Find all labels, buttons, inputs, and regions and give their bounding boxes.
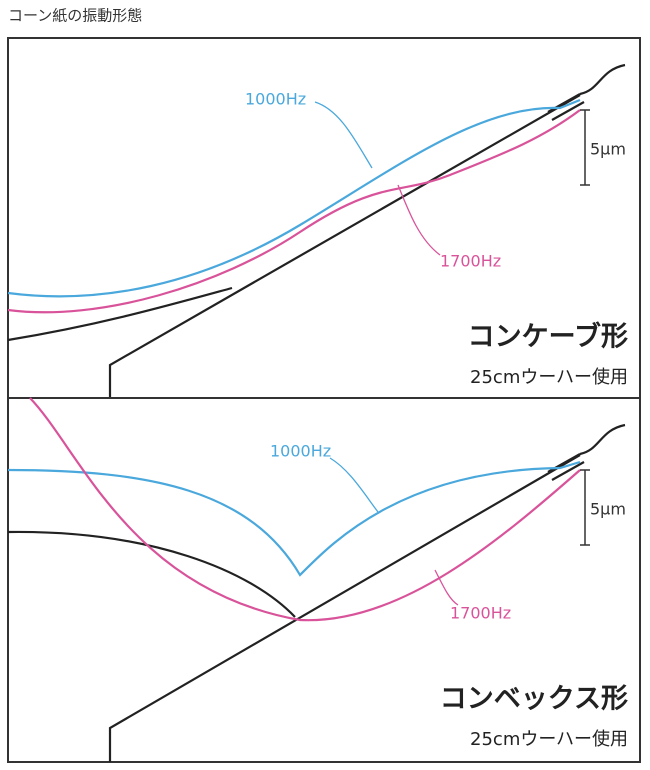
curve-label: 1700Hz	[450, 604, 511, 623]
leader	[397, 184, 441, 256]
curve-1000hz	[7, 98, 581, 298]
cone-edge	[7, 530, 296, 618]
scale-label: 5μm	[590, 500, 626, 519]
curve-1700hz	[7, 109, 581, 314]
leader	[329, 457, 379, 513]
cone-line	[108, 454, 581, 762]
note: 25cmウーハー使用	[470, 729, 628, 750]
leader	[434, 569, 459, 606]
panel-concave: 1000Hz 1700Hz 5μm コンケーブ形 25cmウーハー使用	[7, 37, 641, 399]
curve-label: 1000Hz	[270, 442, 331, 461]
cone-line	[108, 94, 581, 398]
leader	[314, 101, 373, 169]
surround	[547, 423, 626, 481]
shape-label: コンケーブ形	[468, 321, 628, 353]
curve-1700hz	[29, 397, 581, 622]
curve-1000hz	[7, 460, 581, 577]
panel-frame	[7, 397, 641, 763]
title: コーン紙の振動形態	[8, 7, 142, 25]
scale-label: 5μm	[590, 140, 626, 159]
surround	[547, 63, 626, 121]
panel-convex: 1000Hz 1700Hz 5μm コンベックス形 25cmウーハー使用	[7, 397, 641, 763]
curve-label: 1700Hz	[440, 252, 501, 271]
shape-label: コンベックス形	[440, 684, 628, 715]
note: 25cmウーハー使用	[470, 367, 628, 388]
cone-edge	[7, 286, 233, 342]
curve-label: 1000Hz	[245, 90, 306, 109]
